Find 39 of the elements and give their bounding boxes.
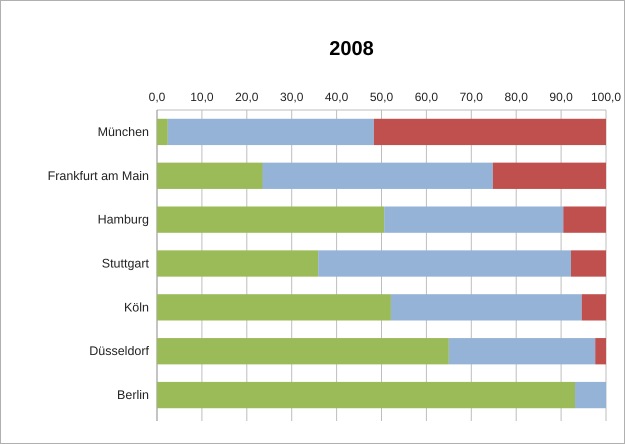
x-tick-label: 80,0 — [504, 90, 528, 104]
bar — [390, 294, 582, 321]
bar — [492, 162, 606, 189]
x-tick-label: 30,0 — [280, 90, 304, 104]
x-tick-label: 50,0 — [370, 90, 394, 104]
bar — [575, 382, 606, 408]
bar — [448, 338, 596, 364]
bar — [374, 118, 606, 146]
bar — [570, 250, 606, 277]
bar — [384, 206, 564, 233]
x-tick-label: 20,0 — [235, 90, 259, 104]
y-tick-label: Stuttgart — [102, 256, 150, 270]
bar — [157, 338, 449, 364]
bar — [582, 294, 606, 321]
bar — [157, 250, 318, 277]
bar — [157, 206, 384, 233]
bar — [168, 118, 374, 146]
y-tick-label: Berlin — [117, 388, 150, 402]
x-tick-label: 0,0 — [148, 90, 166, 104]
bar — [318, 250, 571, 277]
x-tick-label: 60,0 — [414, 90, 438, 104]
x-tick-label: 100,0 — [590, 90, 622, 104]
y-tick-label: Hamburg — [98, 212, 150, 227]
y-tick-label: Köln — [124, 300, 150, 314]
y-tick-label: Frankfurt am Main — [48, 168, 150, 183]
bar — [157, 162, 263, 189]
bar — [157, 382, 576, 408]
x-tick-label: 90,0 — [549, 90, 574, 104]
y-tick-label: München — [98, 124, 150, 139]
bar — [157, 294, 391, 321]
chart-title: 2008 — [329, 38, 374, 60]
x-tick-label: 70,0 — [460, 90, 484, 104]
y-tick-label: Düsseldorf — [89, 344, 150, 358]
bar — [157, 118, 168, 146]
bar — [262, 162, 493, 189]
x-tick-label: 40,0 — [324, 90, 349, 104]
bar — [595, 338, 606, 364]
x-tick-label: 10,0 — [190, 90, 214, 104]
bar — [563, 206, 606, 233]
